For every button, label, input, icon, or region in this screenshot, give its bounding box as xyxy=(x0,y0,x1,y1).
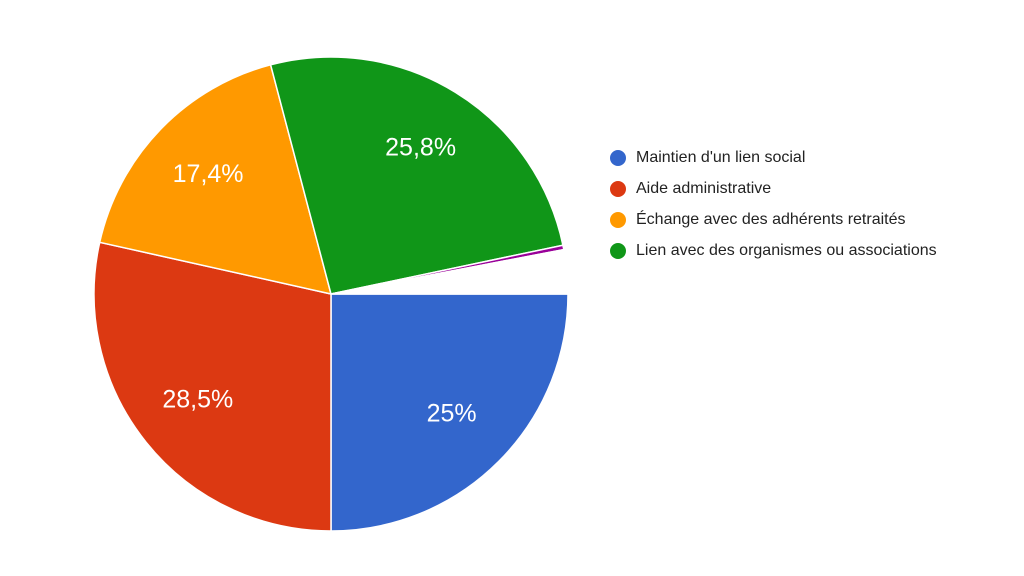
legend-marker xyxy=(610,181,626,197)
legend-marker xyxy=(610,243,626,259)
legend-label: Lien avec des organismes ou associations xyxy=(636,242,937,259)
pie-slice xyxy=(330,248,569,295)
legend-label: Échange avec des adhérents retraités xyxy=(636,209,906,228)
pie-slice xyxy=(93,241,332,532)
pie-slice xyxy=(269,56,564,295)
legend-label: Maintien d'un lien social xyxy=(636,149,805,166)
pie-slice xyxy=(98,63,333,296)
legend-marker xyxy=(610,212,626,228)
legend-label: Aide administrative xyxy=(636,180,771,197)
value-label: 25,8% xyxy=(385,133,456,161)
value-label: 28,5% xyxy=(162,385,233,413)
pie-slice xyxy=(330,293,569,532)
value-label: 25% xyxy=(427,399,477,427)
legend-marker xyxy=(610,150,626,166)
value-label: 17,4% xyxy=(173,160,244,188)
